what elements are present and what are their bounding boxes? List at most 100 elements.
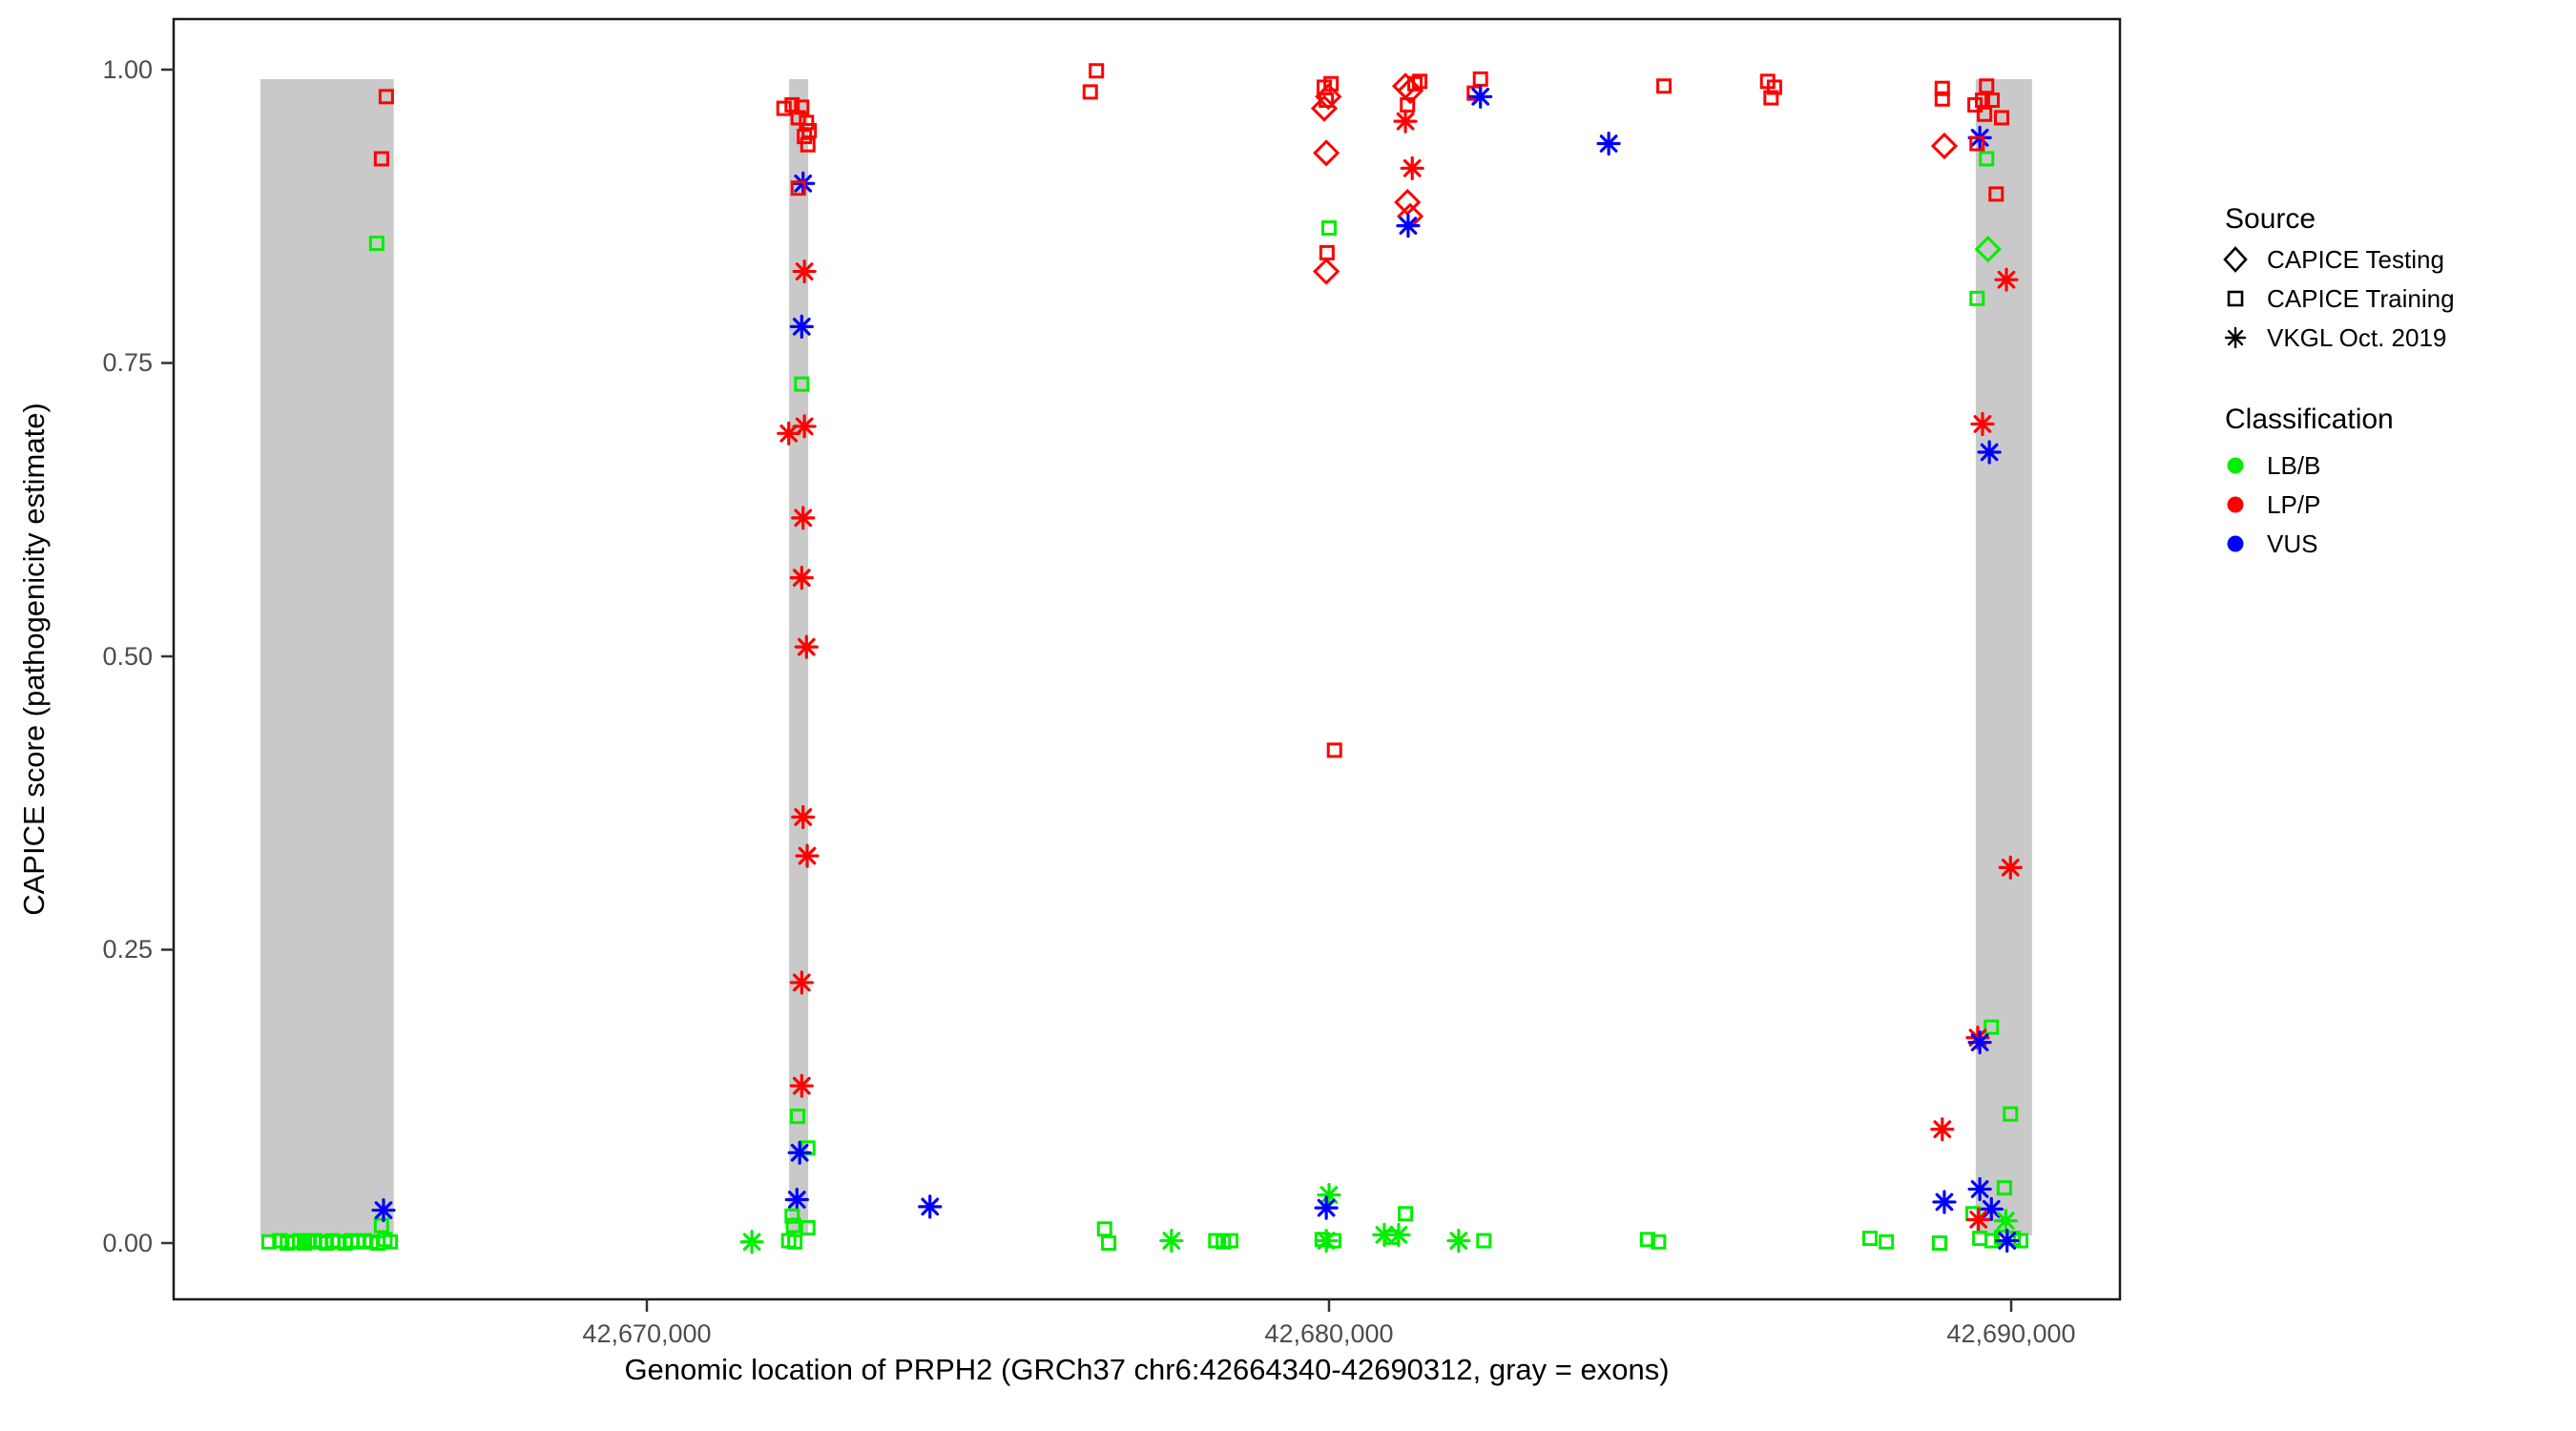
legend-item-label: CAPICE Training [2267,284,2455,313]
square-icon [2227,290,2244,307]
data-point [1223,1233,1239,1249]
data-point [1319,244,1335,260]
data-point [787,1234,803,1250]
data-point [1159,1228,1184,1254]
data-point [1400,96,1416,113]
data-point [1984,92,2000,108]
data-point [1979,78,1995,94]
data-point [1639,1232,1655,1248]
data-point [789,565,814,591]
data-point [794,376,810,392]
data-point [794,99,810,115]
data-point [1101,1235,1117,1251]
blue-dot-icon [2227,535,2244,552]
data-point [1321,220,1337,237]
data-point [1979,1196,2004,1221]
x-tick-label: 42,670,000 [582,1319,712,1348]
data-point [1984,1019,2000,1035]
data-point [1969,135,1985,152]
data-point [1310,94,1339,122]
data-point [378,89,394,105]
diamond-icon [2223,246,2248,273]
legend-item-label: VKGL Oct. 2019 [2267,323,2447,352]
data-point [1988,186,2005,202]
data-point [789,1073,814,1098]
data-point [1998,855,2023,881]
data-point [790,1109,806,1125]
data-point [739,1230,764,1255]
data-point [799,114,815,131]
data-point [1472,71,1488,87]
data-point [800,1220,816,1236]
data-point [1993,110,2009,126]
x-tick-label: 42,680,000 [1264,1319,1394,1348]
legend-item-label: LP/P [2267,490,2321,519]
y-tick-label: 0.00 [102,1229,153,1257]
data-point [797,129,813,145]
data-point [1398,1206,1414,1222]
data-point [795,843,820,868]
data-point [383,1234,399,1250]
data-point [373,151,389,167]
data-point [1879,1234,1895,1250]
x-tick-label: 42,690,000 [1946,1319,2076,1348]
data-point [1096,1221,1112,1237]
legend-item-label: LB/B [2267,451,2321,480]
data-point [1313,258,1340,285]
data-point [1476,1233,1492,1249]
data-point [1977,106,1993,122]
data-point [1974,236,2002,263]
y-tick-label: 1.00 [102,55,153,84]
data-point [1446,1228,1471,1254]
legend-source-title: Source [2225,203,2316,235]
data-point [789,970,814,995]
data-point [918,1194,943,1219]
data-point [1656,78,1672,94]
data-point [1994,267,2019,292]
data-point [1993,1209,2018,1234]
data-point [792,259,817,284]
data-point [2003,1106,2019,1122]
data-point [1967,1030,1992,1055]
panel-frame-layer [161,17,2122,1312]
data-point [368,236,384,252]
data-point [1766,79,1782,95]
data-point [1089,63,1105,79]
data-point [1931,1235,1947,1251]
data-point [1386,1222,1411,1247]
data-point [1995,1228,2020,1254]
data-point [1317,1182,1341,1208]
data-point [1977,440,2002,465]
data-point [794,634,819,659]
data-point [1966,1207,1991,1233]
data-point [1967,96,1984,113]
asterisk-icon [2224,326,2247,349]
data-point [784,1208,800,1224]
exon-band [1975,79,2032,1235]
data-point [777,421,801,446]
data-point [1967,1176,1992,1202]
data-point [1969,290,1985,306]
data-point [1400,156,1424,180]
data-point [1861,1231,1878,1247]
data-point [776,100,792,116]
data-point [1970,411,1995,437]
data-point [1326,1233,1342,1249]
data-point [1313,139,1340,167]
data-point [791,506,816,530]
y-tick-label: 0.75 [102,348,153,377]
exon-band [260,79,394,1235]
data-point [1393,109,1418,134]
data-point [1930,132,1959,160]
data-point [790,110,806,126]
data-point [1932,1190,1957,1214]
data-point [1934,91,1950,107]
data-point [1651,1234,1667,1250]
y-tick-label: 0.50 [102,642,153,671]
data-point [260,1234,277,1250]
data-point [1934,80,1950,96]
x-axis-title: Genomic location of PRPH2 (GRCh37 chr6:4… [624,1353,1670,1386]
data-point [791,804,816,830]
